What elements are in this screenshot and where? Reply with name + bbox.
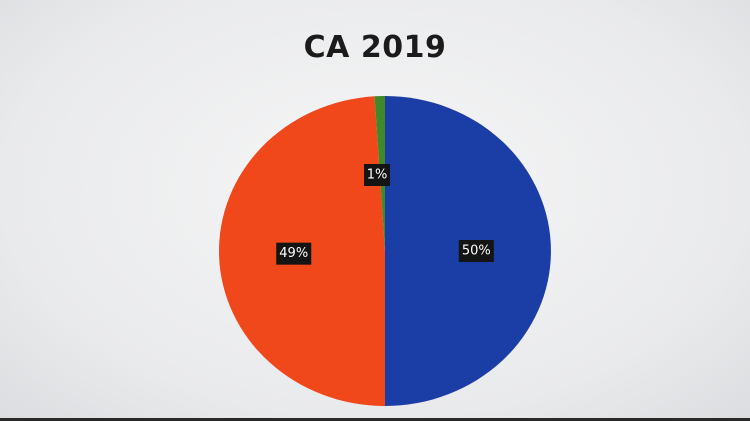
slice-label-2: 49%: [276, 242, 312, 265]
chart-title: CA 2019: [303, 30, 447, 65]
slice-label-1: 50%: [458, 240, 494, 262]
svg-text:50%: 50%: [462, 244, 491, 259]
svg-text:49%: 49%: [279, 246, 308, 261]
svg-text:1%: 1%: [367, 168, 388, 183]
slice-label-3: 1%: [364, 164, 390, 186]
